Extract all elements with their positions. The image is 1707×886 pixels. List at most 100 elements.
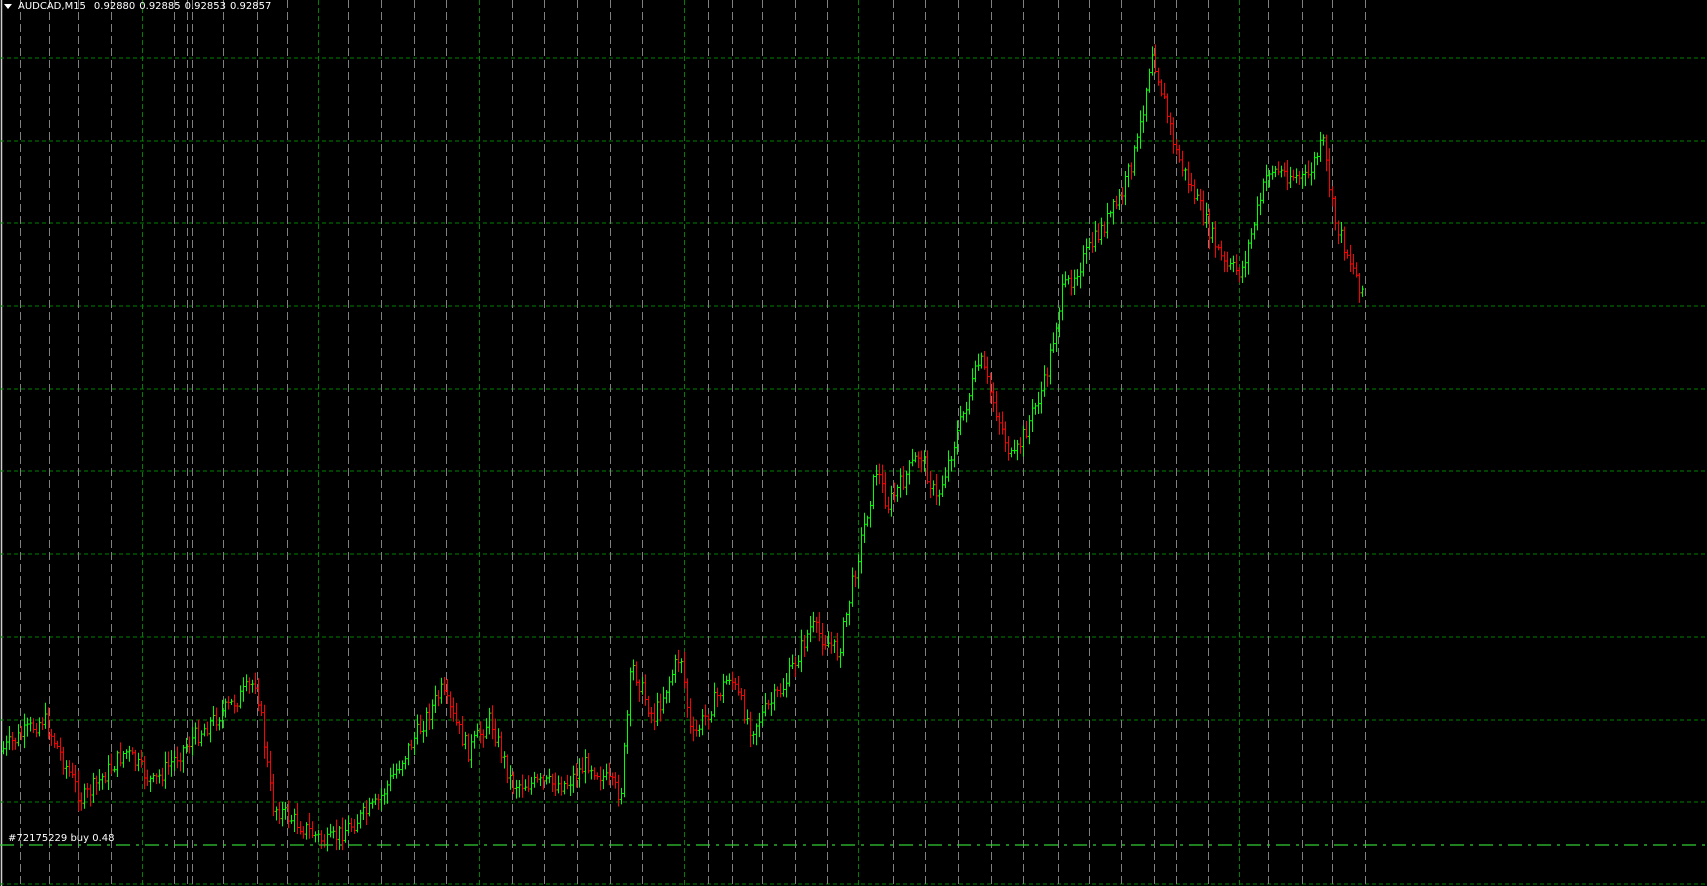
bull-bar [800,629,803,673]
bull-bar [1361,285,1364,297]
bull-bar [1142,105,1145,133]
bear-bar [1157,67,1160,86]
bear-bar [737,676,740,696]
bear-bar [1298,170,1301,185]
bear-bar [893,482,896,503]
bull-bar [953,441,956,468]
bear-bar [296,803,299,835]
bear-bar [707,713,710,730]
bull-bar [122,750,125,768]
bull-bar [971,368,974,401]
bear-bar [146,769,149,786]
bear-bar [929,470,932,499]
bull-bar [1316,152,1319,166]
bear-bar [365,800,368,826]
bull-bar [668,676,671,703]
bear-bar [167,751,170,775]
bear-bar [161,767,164,787]
bear-bar [143,755,146,790]
bear-bar [89,784,92,807]
bull-bar [1310,162,1313,186]
bull-bar [368,797,371,817]
bull-bar [1043,365,1046,397]
bear-bar [74,765,77,793]
bull-bar [8,726,11,750]
bear-bar [227,696,230,710]
triangle-down-icon[interactable] [4,4,12,9]
bull-bar [392,763,395,779]
bull-bar [251,679,254,693]
bull-bar [839,648,842,668]
bull-bar [185,737,188,754]
bull-bar [1151,46,1154,76]
bull-bar [1109,210,1112,218]
bull-bar [665,689,668,704]
bull-bar [1040,381,1043,414]
bear-bar [638,679,641,702]
bull-bar [113,765,116,773]
bull-bar [314,831,317,843]
bull-bar [1280,165,1283,178]
bull-bar [938,489,941,506]
bear-bar [311,821,314,839]
bear-bar [683,651,686,689]
bear-bar [20,725,23,741]
bull-bar [1106,202,1109,239]
bull-bar [1253,221,1256,240]
bull-bar [956,420,959,455]
bear-bar [575,763,578,788]
bear-bar [599,766,602,791]
bear-bar [1091,231,1094,253]
bear-bar [308,812,311,839]
bear-bar [836,632,839,661]
bear-bar [608,762,611,786]
bull-bar [923,450,926,472]
bear-bar [80,792,83,811]
bull-bar [1124,171,1127,206]
bear-bar [716,687,719,708]
bear-bar [71,762,74,779]
bull-bar [962,411,965,421]
bull-bar [125,749,128,760]
bull-bar [545,775,548,785]
bear-bar [527,775,530,793]
bull-bar [797,655,800,669]
bull-bar [848,600,851,626]
bear-bar [56,740,59,749]
bull-bar [26,717,29,737]
bear-bar [50,728,53,746]
bull-bar [1241,260,1244,283]
bear-bar [659,693,662,722]
bear-bar [494,718,497,747]
bull-bar [383,788,386,805]
bull-bar [1139,110,1142,149]
bear-bar [260,701,263,716]
bear-bar [1277,161,1280,176]
bear-bar [635,661,638,686]
bull-bar [578,758,581,788]
bear-bar [779,683,782,698]
bear-bar [830,631,833,654]
bear-bar [1283,162,1286,177]
bull-bar [101,773,104,790]
bull-bar [404,756,407,770]
bear-bar [1334,196,1337,231]
bull-bar [1088,237,1091,251]
bear-bar [992,382,995,412]
bull-bar [407,742,410,766]
bull-bar [866,515,869,527]
bull-bar [863,512,866,543]
bear-bar [1160,79,1163,97]
bull-bar [275,806,278,821]
bull-bar [914,452,917,463]
bull-bar [434,685,437,713]
bear-bar [461,715,464,747]
bear-bar [1292,169,1295,181]
bull-bar [1322,134,1325,146]
bear-bar [917,451,920,469]
bear-bar [1175,139,1178,155]
bull-bar [713,682,716,718]
bear-bar [647,695,650,718]
bull-bar [809,616,812,643]
